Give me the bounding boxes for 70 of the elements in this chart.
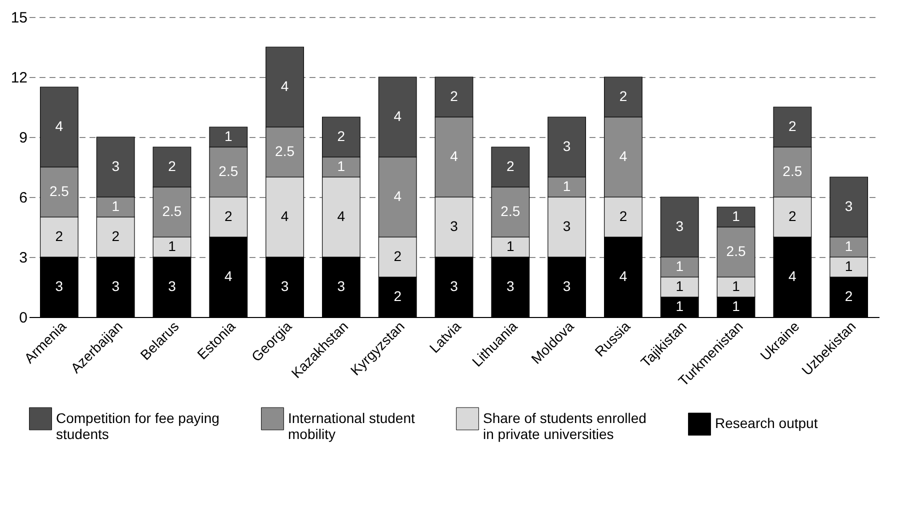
data-label: 2	[337, 128, 346, 144]
data-label: 2	[506, 158, 515, 174]
data-label: 4	[619, 268, 628, 284]
data-label: 4	[280, 208, 289, 224]
data-label: 1	[732, 298, 740, 314]
y-tick-label: 3	[19, 250, 28, 266]
data-label: 2	[168, 158, 176, 174]
data-label: 3	[168, 278, 176, 294]
data-label: 4	[619, 148, 628, 164]
legend-label: Research output	[715, 415, 818, 432]
data-label: 2	[450, 88, 458, 104]
data-label: 3	[55, 278, 64, 294]
data-label: 1	[676, 258, 684, 274]
legend-label: International student mobility	[288, 410, 415, 442]
data-label: 1	[168, 238, 176, 254]
data-label: 3	[562, 138, 571, 154]
data-label: 4	[224, 268, 232, 284]
y-tick-label: 6	[19, 190, 28, 206]
data-label: 3	[112, 158, 120, 174]
data-label: 3	[112, 278, 120, 294]
legend-label: Share of students enrolled in private universities	[483, 410, 646, 442]
data-label: 1	[562, 178, 571, 194]
data-label: 2	[844, 288, 853, 304]
data-label: 2.5	[218, 163, 238, 179]
data-label: 4	[280, 78, 289, 94]
data-label: 2	[788, 118, 797, 134]
data-label: 1	[844, 258, 853, 274]
data-label: 1	[676, 298, 684, 314]
y-tick-label: 12	[10, 70, 28, 86]
data-label: 3	[506, 278, 515, 294]
data-label: 4	[450, 148, 458, 164]
data-label: 1	[506, 238, 515, 254]
data-label: 1	[732, 278, 740, 294]
y-tick-label: 0	[19, 310, 28, 326]
y-tick-label: 15	[10, 10, 28, 26]
y-tick-label: 9	[19, 130, 28, 146]
data-label: 3	[562, 218, 571, 234]
data-label: 3	[337, 278, 346, 294]
data-label: 2.5	[782, 163, 802, 179]
data-label: 4	[55, 118, 64, 134]
data-label: 2	[55, 228, 64, 244]
data-label: 2	[112, 228, 120, 244]
data-label: 3	[450, 218, 458, 234]
data-label: 4	[337, 208, 346, 224]
data-label: 2	[619, 208, 628, 224]
data-label: 2.5	[726, 243, 746, 259]
data-label: 2.5	[275, 143, 295, 159]
data-label: 1	[337, 158, 346, 174]
data-label: 1	[844, 238, 853, 254]
data-label: 4	[394, 108, 402, 124]
data-label: 2	[788, 208, 797, 224]
data-label: 1	[732, 208, 740, 224]
data-label: 3	[844, 198, 853, 214]
data-label: 2	[224, 208, 232, 224]
data-label: 1	[112, 198, 120, 214]
data-label: 3	[280, 278, 289, 294]
legend-label: Competition for fee paying students	[56, 410, 220, 442]
data-label: 4	[394, 188, 402, 204]
data-label: 1	[224, 128, 232, 144]
data-label: 2	[394, 248, 402, 264]
data-label: 2	[394, 288, 402, 304]
data-label: 3	[562, 278, 571, 294]
data-label: 3	[676, 218, 684, 234]
data-label: 1	[676, 278, 684, 294]
data-label: 2	[619, 88, 628, 104]
data-label: 2.5	[162, 203, 182, 219]
data-label: 3	[450, 278, 458, 294]
data-label: 4	[788, 268, 797, 284]
data-label: 2.5	[500, 203, 520, 219]
data-label: 2.5	[49, 183, 70, 199]
